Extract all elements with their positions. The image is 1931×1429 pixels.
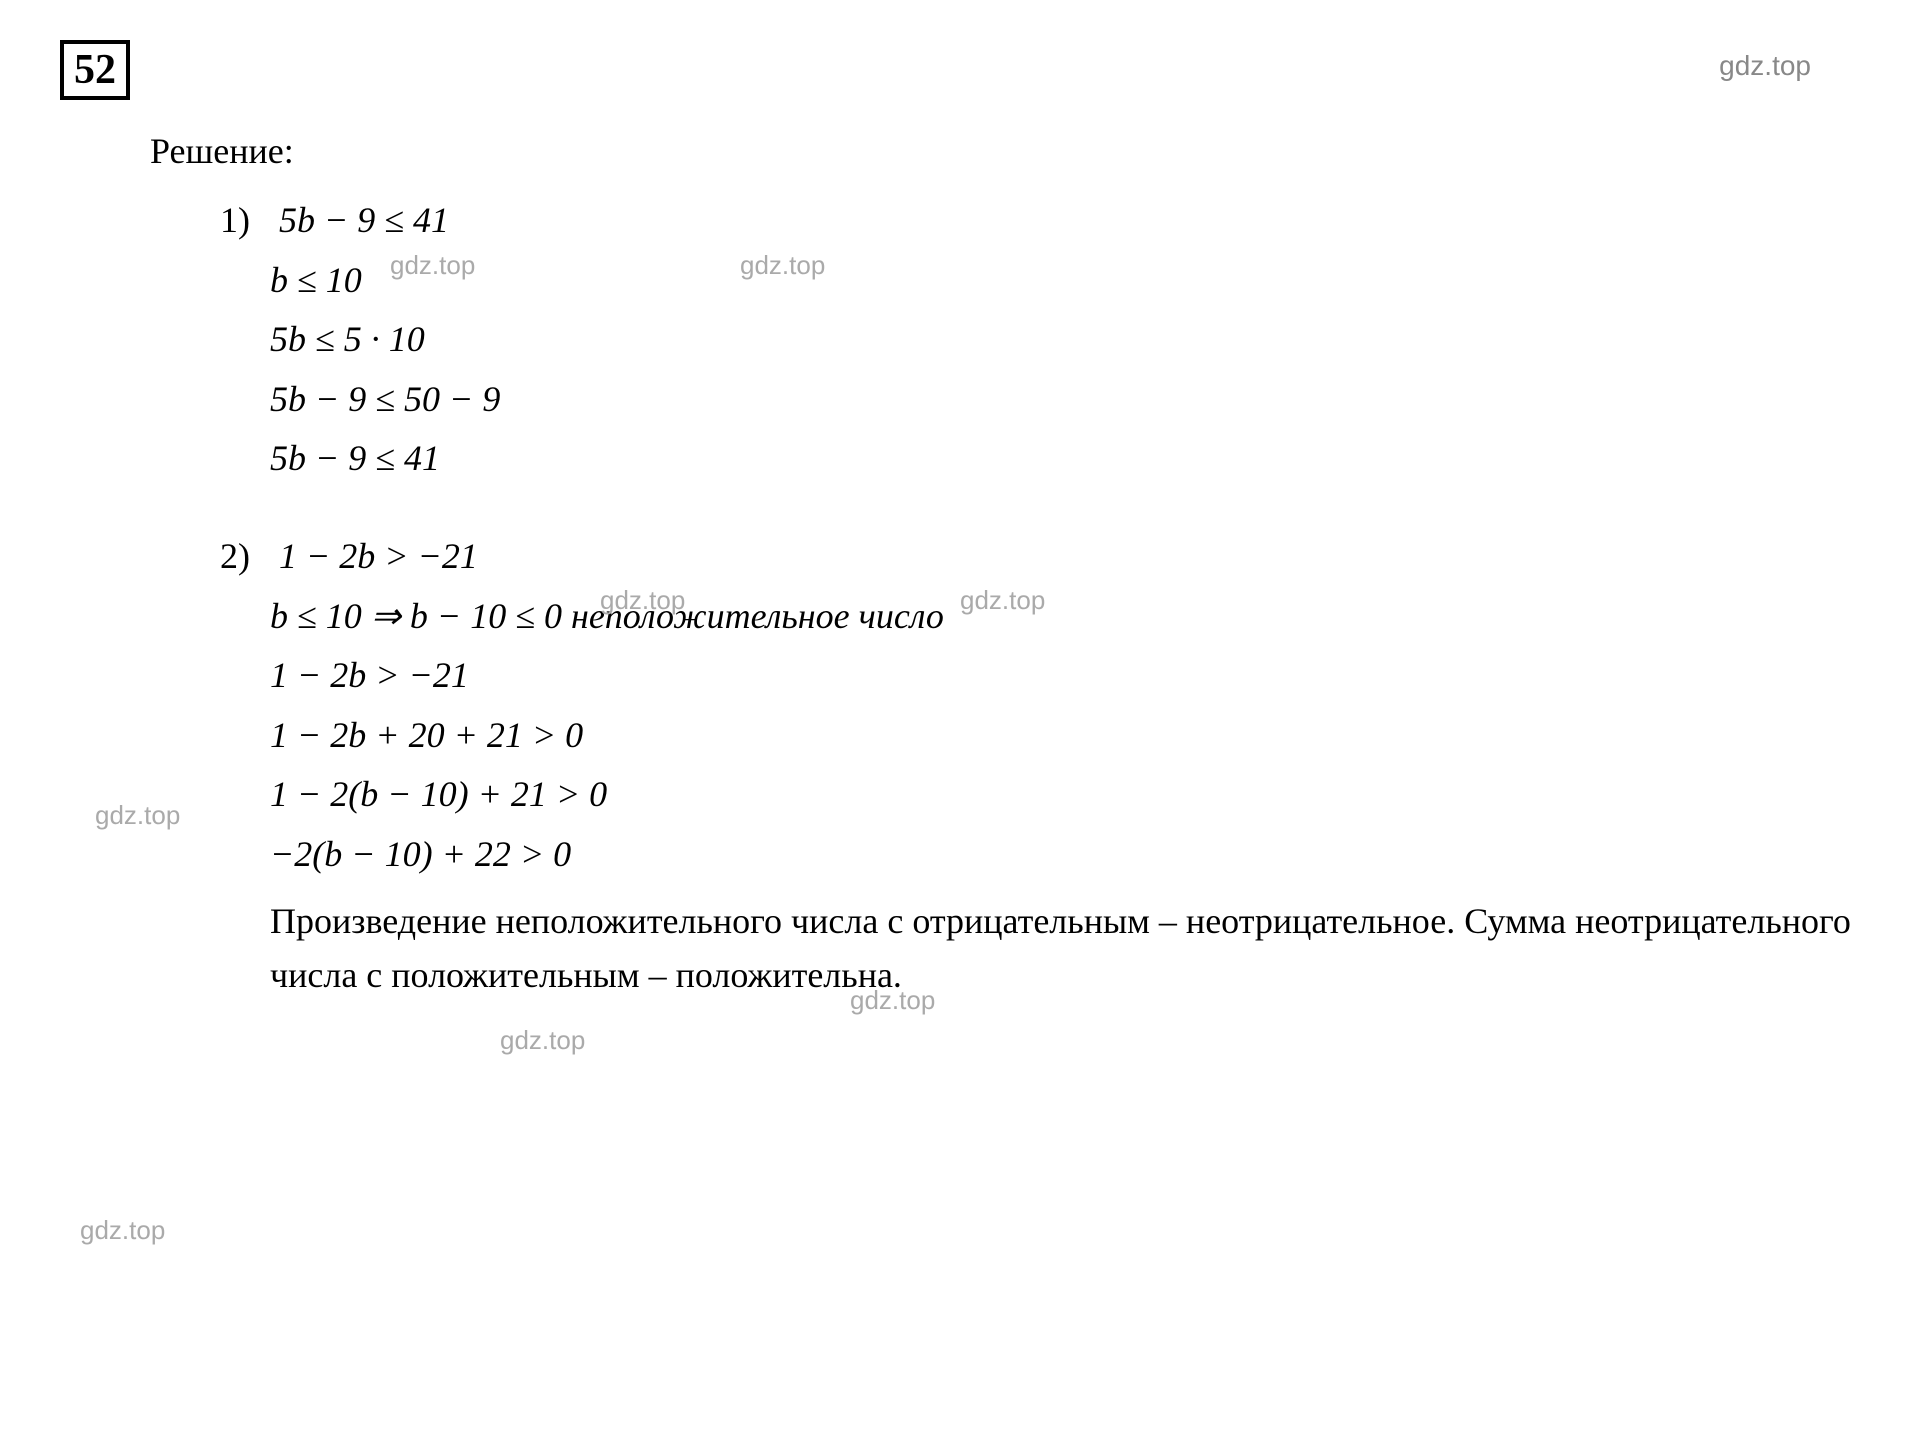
watermark-1: gdz.top (390, 250, 475, 281)
part1-line2: b ≤ 10 (270, 252, 1871, 310)
watermark-8: gdz.top (80, 1215, 165, 1246)
watermark-6: gdz.top (850, 985, 935, 1016)
part-1-block: 1) 5b − 9 ≤ 41 b ≤ 10 5b ≤ 5 · 10 5b − 9… (220, 192, 1871, 488)
part2-line1: 2) 1 − 2b > −21 (220, 528, 1871, 586)
watermark-3: gdz.top (600, 585, 685, 616)
part2-line2: b ≤ 10 ⇒ b − 10 ≤ 0 неположительное числ… (270, 588, 1871, 646)
part1-line5: 5b − 9 ≤ 41 (270, 430, 1871, 488)
part2-number: 2) (220, 528, 270, 586)
part2-line5: 1 − 2(b − 10) + 21 > 0 (270, 766, 1871, 824)
part1-line1: 1) 5b − 9 ≤ 41 (220, 192, 1871, 250)
part2-line3: 1 − 2b > −21 (270, 647, 1871, 705)
part2-expr1: 1 − 2b > −21 (279, 536, 478, 576)
part1-expr1: 5b − 9 ≤ 41 (279, 200, 449, 240)
solution-label: Решение: (150, 130, 1871, 172)
watermark-7: gdz.top (500, 1025, 585, 1056)
part2-line4: 1 − 2b + 20 + 21 > 0 (270, 707, 1871, 765)
problem-number-box: 52 (60, 40, 130, 100)
part1-number: 1) (220, 192, 270, 250)
watermark-5: gdz.top (95, 800, 180, 831)
part2-conclusion: Произведение неположительного числа с от… (270, 894, 1871, 1002)
watermark-top-right: gdz.top (1719, 50, 1811, 82)
part1-line4: 5b − 9 ≤ 50 − 9 (270, 371, 1871, 429)
part2-line6: −2(b − 10) + 22 > 0 (270, 826, 1871, 884)
part1-line3: 5b ≤ 5 · 10 (270, 311, 1871, 369)
problem-number: 52 (74, 47, 116, 93)
part-2-block: 2) 1 − 2b > −21 b ≤ 10 ⇒ b − 10 ≤ 0 непо… (220, 528, 1871, 1002)
watermark-4: gdz.top (960, 585, 1045, 616)
watermark-2: gdz.top (740, 250, 825, 281)
